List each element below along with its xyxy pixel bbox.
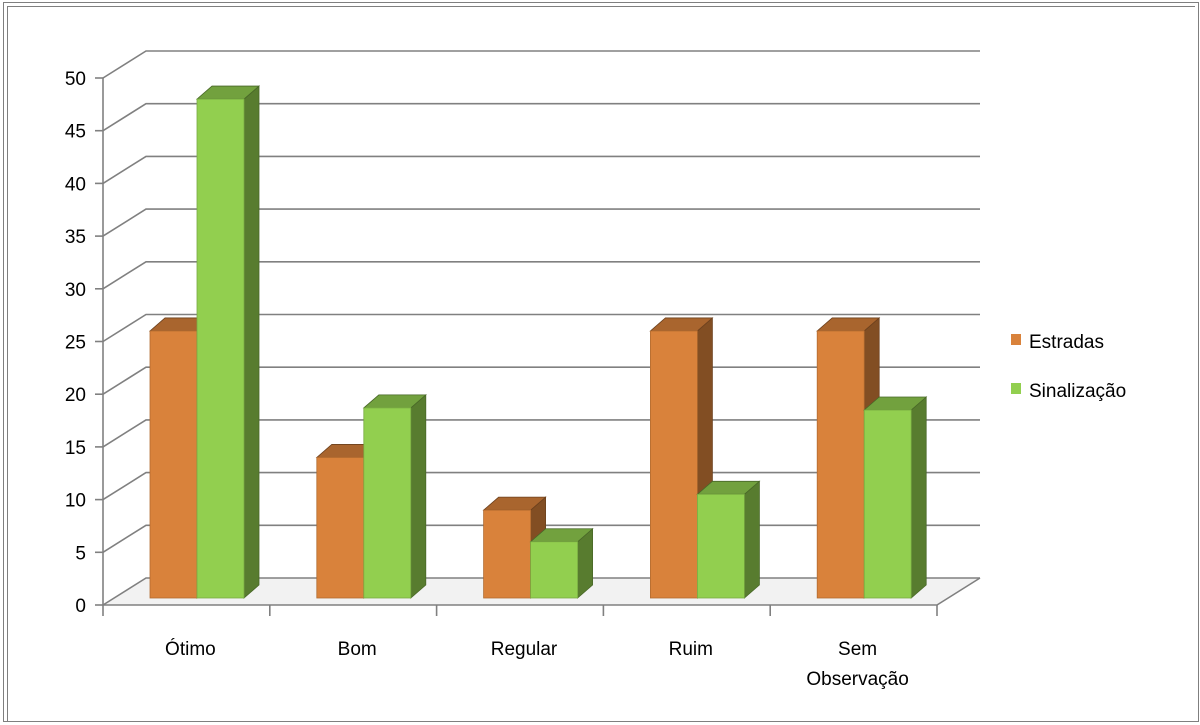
gridline bbox=[102, 208, 980, 237]
bar-sinalizacao bbox=[863, 409, 912, 599]
y-tick-label: 30 bbox=[65, 280, 86, 301]
bars bbox=[148, 85, 928, 599]
y-axis-ticks: 0 5 10 15 20 25 30 35 40 45 50 bbox=[65, 69, 103, 617]
legend: Estradas Sinalização bbox=[1011, 332, 1126, 402]
bar-estradas bbox=[149, 330, 198, 599]
bar-estradas bbox=[650, 330, 698, 599]
bar-estradas bbox=[483, 509, 532, 599]
frame-border-inner bbox=[7, 6, 1195, 722]
x-tick-label: Regular bbox=[491, 639, 558, 660]
bar-side bbox=[243, 85, 260, 599]
y-tick-label: 35 bbox=[65, 227, 86, 248]
y-tick-label: 40 bbox=[65, 174, 86, 195]
y-tick-label: 20 bbox=[65, 385, 86, 406]
y-tick-label: 25 bbox=[65, 333, 86, 354]
x-axis-labels: Ótimo Bom Regular Ruim Sem Observação bbox=[165, 638, 909, 690]
y-tick-label: 10 bbox=[65, 491, 86, 512]
y-tick-label: 0 bbox=[75, 596, 86, 617]
gridlines bbox=[102, 50, 980, 606]
x-tick-label: Bom bbox=[338, 639, 377, 660]
legend-swatch bbox=[1011, 334, 1021, 345]
legend-label: Estradas bbox=[1029, 332, 1104, 353]
bar-side bbox=[744, 480, 760, 599]
bar-estradas bbox=[316, 457, 365, 599]
legend-swatch bbox=[1011, 383, 1021, 394]
bar-side bbox=[910, 396, 927, 599]
gridline bbox=[102, 102, 980, 132]
gridline bbox=[102, 260, 980, 290]
y-tick-label: 5 bbox=[75, 543, 86, 564]
x-tick-label: Ruim bbox=[669, 639, 713, 660]
y-tick-label: 15 bbox=[65, 438, 86, 459]
bar-sinalizacao bbox=[530, 541, 578, 599]
bar-estradas bbox=[816, 330, 865, 599]
y-tick-label: 45 bbox=[65, 122, 86, 143]
x-tick-label: Ótimo bbox=[165, 638, 216, 660]
x-tick-label: Observação bbox=[806, 669, 908, 690]
bar-sinalizacao bbox=[697, 493, 745, 599]
bar-sinalizacao bbox=[196, 98, 245, 599]
gridline bbox=[102, 155, 980, 185]
legend-label: Sinalização bbox=[1029, 381, 1126, 402]
gridline bbox=[102, 50, 980, 79]
gridline bbox=[102, 313, 980, 343]
y-tick-label: 50 bbox=[65, 69, 86, 90]
bar-sinalizacao bbox=[363, 407, 412, 599]
bar-side bbox=[410, 394, 427, 599]
x-tick-label: Sem bbox=[838, 639, 877, 660]
